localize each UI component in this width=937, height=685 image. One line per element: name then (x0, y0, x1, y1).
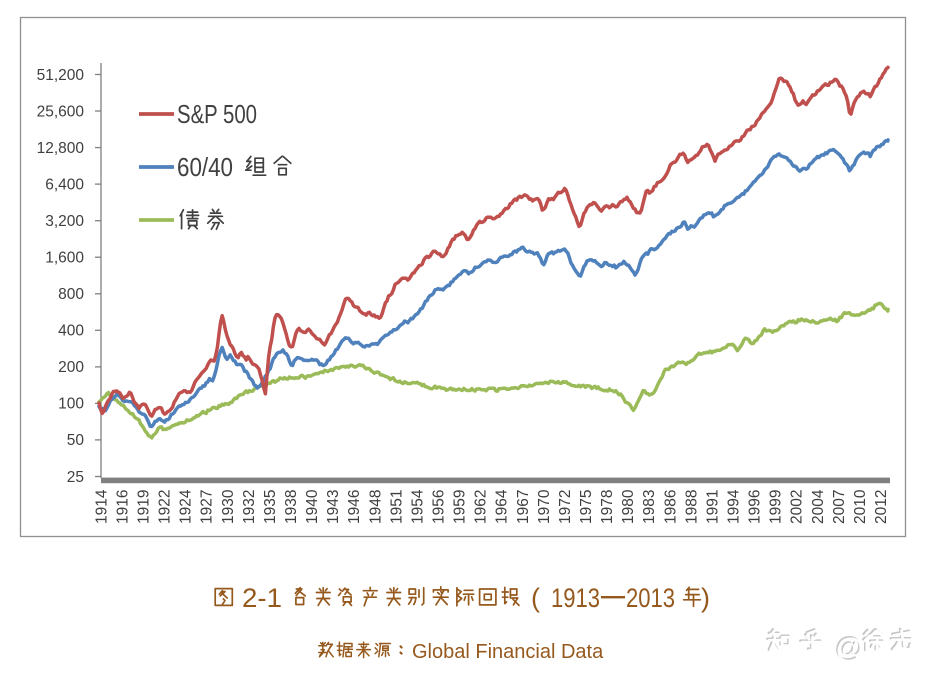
svg-text:2002: 2002 (789, 490, 806, 524)
svg-text:2013: 2013 (626, 583, 675, 613)
svg-text:1916: 1916 (115, 490, 132, 524)
svg-text:1991: 1991 (704, 490, 721, 524)
svg-text:12,800: 12,800 (37, 140, 85, 157)
svg-text:1946: 1946 (346, 490, 363, 524)
svg-text:1964: 1964 (494, 489, 511, 524)
svg-text:2-1: 2-1 (242, 583, 282, 613)
svg-text:1956: 1956 (431, 490, 448, 524)
svg-text:200: 200 (58, 359, 84, 376)
svg-text:1975: 1975 (578, 490, 595, 524)
svg-text:1996: 1996 (747, 490, 764, 524)
svg-text:@: @ (834, 631, 862, 662)
svg-text:1919: 1919 (136, 490, 153, 524)
svg-text:800: 800 (58, 286, 84, 303)
svg-text:1948: 1948 (367, 490, 384, 524)
svg-text:@: @ (835, 632, 863, 663)
svg-text:1970: 1970 (536, 489, 553, 524)
svg-text:1935: 1935 (262, 490, 279, 524)
svg-text:1943: 1943 (325, 490, 342, 524)
svg-text:1940: 1940 (304, 489, 321, 524)
svg-text:1954: 1954 (410, 489, 427, 524)
svg-text:Global Financial Data: Global Financial Data (412, 641, 604, 663)
svg-text:1999: 1999 (768, 490, 785, 524)
svg-text:1972: 1972 (557, 490, 574, 524)
svg-text:100: 100 (58, 396, 84, 413)
svg-text:1978: 1978 (599, 490, 616, 524)
svg-text:1951: 1951 (388, 490, 405, 524)
svg-text:2010: 2010 (852, 489, 869, 524)
svg-text:S&P 500: S&P 500 (177, 99, 257, 129)
svg-text:25: 25 (67, 469, 84, 486)
svg-text:1932: 1932 (241, 490, 258, 524)
svg-text:1988: 1988 (683, 490, 700, 524)
svg-text:1959: 1959 (452, 490, 469, 524)
svg-text:1980: 1980 (620, 489, 637, 524)
svg-text:1,600: 1,600 (45, 250, 84, 267)
svg-text:2012: 2012 (873, 490, 890, 524)
svg-text:6,400: 6,400 (45, 176, 84, 193)
svg-text:2004: 2004 (810, 489, 827, 524)
svg-text:1967: 1967 (515, 490, 532, 524)
svg-text:): ) (701, 583, 710, 613)
svg-text:1927: 1927 (199, 490, 216, 524)
svg-text:51,200: 51,200 (37, 67, 85, 84)
svg-text:2007: 2007 (831, 490, 848, 524)
svg-text:1922: 1922 (157, 490, 174, 524)
svg-text:1962: 1962 (473, 490, 490, 524)
svg-text:1914: 1914 (93, 489, 110, 524)
svg-text:1986: 1986 (662, 490, 679, 524)
svg-text:400: 400 (58, 323, 84, 340)
svg-text:60/40: 60/40 (177, 152, 233, 182)
svg-text:1994: 1994 (726, 489, 743, 524)
svg-text:25,600: 25,600 (37, 103, 85, 120)
svg-text:1924: 1924 (178, 489, 195, 524)
svg-text:1913: 1913 (551, 583, 600, 613)
svg-text:50: 50 (67, 432, 85, 449)
svg-text:3,200: 3,200 (45, 213, 84, 230)
svg-text:(: ( (531, 583, 540, 613)
svg-text:1930: 1930 (220, 489, 237, 524)
svg-text:1983: 1983 (641, 490, 658, 524)
svg-text:1938: 1938 (283, 490, 300, 524)
